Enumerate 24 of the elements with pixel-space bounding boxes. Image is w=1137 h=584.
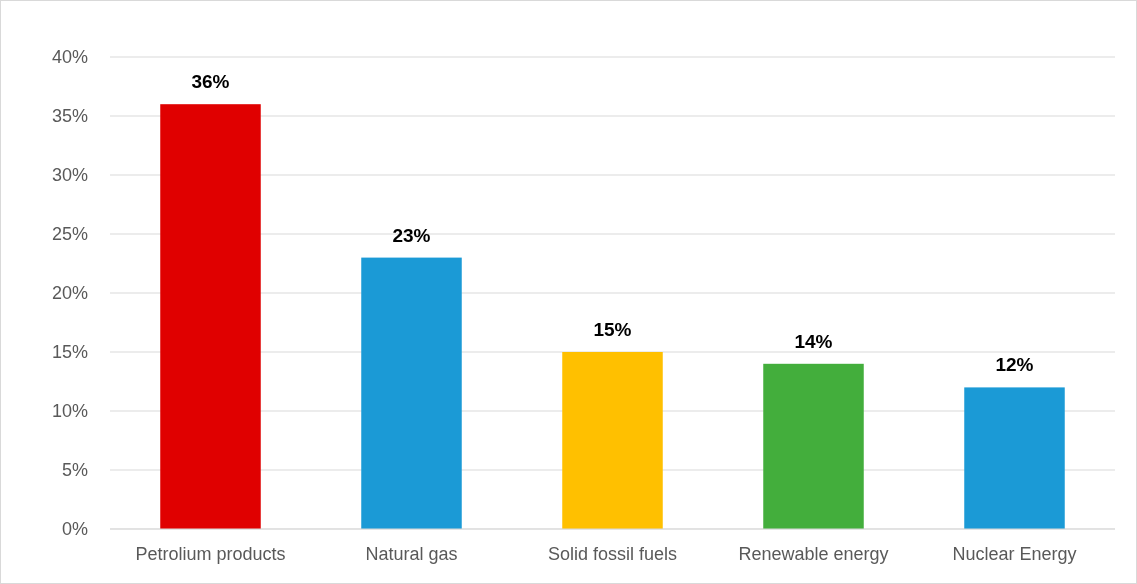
data-label: 14%	[794, 330, 833, 352]
y-tick-label: 20%	[51, 283, 88, 304]
y-tick-label: 30%	[51, 165, 88, 186]
y-tick-label: 40%	[51, 47, 88, 68]
data-label: 12%	[995, 354, 1034, 376]
y-tick-label: 25%	[51, 224, 88, 245]
bar	[964, 387, 1065, 529]
data-label: 15%	[593, 319, 632, 340]
bar	[361, 257, 462, 529]
y-tick-label: 5%	[61, 460, 88, 481]
y-tick-label: 0%	[61, 519, 88, 540]
x-tick-label: Petrolium products	[135, 544, 286, 564]
x-tick-label: Solid fossil fuels	[547, 544, 678, 564]
bar	[763, 363, 864, 529]
x-tick-label: Natural gas	[365, 544, 458, 564]
data-label: 23%	[392, 224, 431, 246]
x-tick-label: Nuclear Energy	[952, 544, 1077, 564]
x-tick-label: Renewable energy	[738, 544, 889, 564]
bar	[160, 104, 261, 529]
y-tick-label: 35%	[51, 106, 88, 127]
y-tick-label: 15%	[51, 342, 88, 363]
data-label: 36%	[191, 71, 230, 93]
y-tick-label: 10%	[51, 401, 88, 422]
bar	[562, 352, 663, 529]
